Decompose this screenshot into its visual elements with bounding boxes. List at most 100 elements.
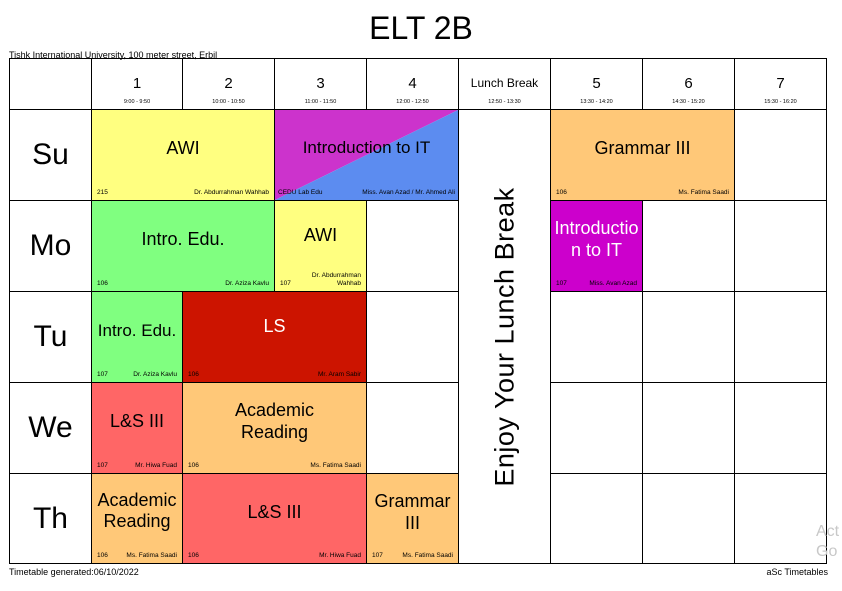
class-subject: AWI [166,138,200,158]
period-time: 15:30 - 16:20 [764,99,797,105]
timetable-title: ELT 2B [369,10,473,46]
generated-date: Timetable generated:06/10/2022 [9,567,139,577]
class-tu-ls[interactable]: LS 106 Mr. Aram Sabir [183,292,367,383]
period-time: 13:30 - 14:20 [580,99,613,105]
class-subject: Intro. Edu. [141,229,225,249]
class-teacher: Ms. Fatima Saadi [678,189,729,196]
class-room: CEDU Lab Edu [278,189,323,196]
period-time: 10:00 - 10:50 [212,99,245,105]
empty-slot [735,474,826,563]
empty-slot [551,383,643,474]
period-time: 12:50 - 13:30 [488,99,521,105]
class-teacher: Mr. Aram Sabir [318,371,361,378]
period-header-6: 6 14:30 - 15:20 [643,59,735,110]
empty-slot [367,201,459,292]
day-label-we: We [10,383,92,474]
class-su-grammar[interactable]: Grammar III 106 Ms. Fatima Saadi [551,110,735,201]
class-su-intro-it[interactable]: Introduction to IT CEDU Lab Edu Miss. Av… [275,110,459,201]
split-color-background [275,110,458,200]
class-mo-awi[interactable]: AWI 107 Dr. Abdurrahman Wahhab [275,201,367,292]
empty-slot [367,292,459,383]
class-room: 215 [97,189,108,196]
day-label-th: Th [10,474,92,563]
class-th-grammar[interactable]: Grammar III 107 Ms. Fatima Saadi [367,474,459,563]
period-time: 14:30 - 15:20 [672,99,705,105]
empty-slot [735,292,826,383]
day-label-su: Su [10,110,92,201]
period-header-5: 5 13:30 - 14:20 [551,59,643,110]
class-mo-intro-it[interactable]: Introduction to IT 107 Miss. Avan Azad [551,201,643,292]
lunch-break-column: Enjoy Your Lunch Break [459,110,551,563]
class-subject: L&S III [109,411,165,431]
class-room: 106 [188,462,199,469]
period-time: 11:00 - 11:50 [304,99,337,105]
class-subject: L&S III [247,501,302,522]
class-teacher: Mr. Hiwa Fuad [319,552,361,559]
university-address: Tishk International University, 100 mete… [9,50,218,60]
class-we-academic-reading[interactable]: Academic Reading 106 Ms. Fatima Saadi [183,383,367,474]
class-teacher: Dr. Aziza Kavlu [225,280,269,287]
lunch-break-text: Enjoy Your Lunch Break [489,186,519,487]
class-room: 106 [97,552,108,559]
class-tu-intro-edu[interactable]: Intro. Edu. 107 Dr. Aziza Kavlu [92,292,183,383]
class-room: 106 [188,371,199,378]
period-number: 2 [224,75,233,92]
empty-slot [643,474,735,563]
empty-slot [551,292,643,383]
class-mo-intro-edu[interactable]: Intro. Edu. 106 Dr. Aziza Kavlu [92,201,275,292]
empty-slot [735,110,826,201]
day-label-mo: Mo [10,201,92,292]
empty-slot [643,292,735,383]
class-subject: Introduction to IT [302,138,431,157]
class-room: 106 [556,189,567,196]
class-subject: Academic Reading [234,400,315,442]
class-room: 107 [556,280,567,287]
period-time: 12:00 - 12:50 [396,99,429,105]
activation-watermark: Act Go t [816,523,842,560]
period-header-1: 1 9:00 - 9:50 [92,59,183,110]
period-header-7: 7 15:30 - 16:20 [735,59,826,110]
asc-timetables-credit: aSc Timetables [766,567,828,577]
class-teacher: Ms. Fatima Saadi [310,462,361,469]
period-time: 9:00 - 9:50 [123,99,151,105]
class-su-awi[interactable]: AWI 215 Dr. Abdurrahman Wahhab [92,110,275,201]
class-teacher: Dr. Abdurrahman Wahhab [311,272,361,287]
class-room: 107 [97,371,108,378]
class-th-ls3[interactable]: L&S III 106 Mr. Hiwa Fuad [183,474,367,563]
class-room: 106 [97,280,108,287]
period-header-2: 2 10:00 - 10:50 [183,59,275,110]
empty-slot [643,201,735,292]
empty-slot [735,383,826,474]
class-teacher: Mr. Hiwa Fuad [135,462,177,469]
class-teacher: Ms. Fatima Saadi [402,552,453,559]
class-room: 107 [97,462,108,469]
class-subject: Intro. Edu. [97,320,177,340]
class-room: 107 [280,280,291,287]
period-header-4: 4 12:00 - 12:50 [367,59,459,110]
period-number: 1 [132,75,142,92]
class-we-ls3[interactable]: L&S III 107 Mr. Hiwa Fuad [92,383,183,474]
corner-cell [10,59,92,110]
period-header-3: 3 11:00 - 11:50 [275,59,367,110]
class-subject: Grammar III [374,490,451,533]
period-number: 4 [408,75,417,92]
class-teacher: Dr. Aziza Kavlu [133,371,177,378]
class-subject: Introduction to IT [554,218,639,260]
class-teacher: Dr. Abdurrahman Wahhab [194,189,269,196]
class-subject: LS [263,316,286,336]
class-teacher: Ms. Fatima Saadi [126,552,177,559]
class-subject: Grammar III [594,138,691,158]
day-label-tu: Tu [10,292,92,383]
empty-slot [735,201,826,292]
class-th-academic-reading[interactable]: Academic Reading 106 Ms. Fatima Saadi [92,474,183,563]
period-number: 6 [684,75,693,92]
class-teacher: Miss. Avan Azad [589,280,637,287]
class-subject: AWI [303,225,338,245]
period-number: 7 [776,75,785,92]
class-room: 107 [372,552,383,559]
class-subject: Academic Reading [97,489,177,531]
period-header-lunch: Lunch Break 12:50 - 13:30 [459,59,551,110]
class-room: 106 [188,552,199,559]
class-teacher: Miss. Avan Azad / Mr. Ahmed Ali [362,189,455,196]
empty-slot [551,474,643,563]
